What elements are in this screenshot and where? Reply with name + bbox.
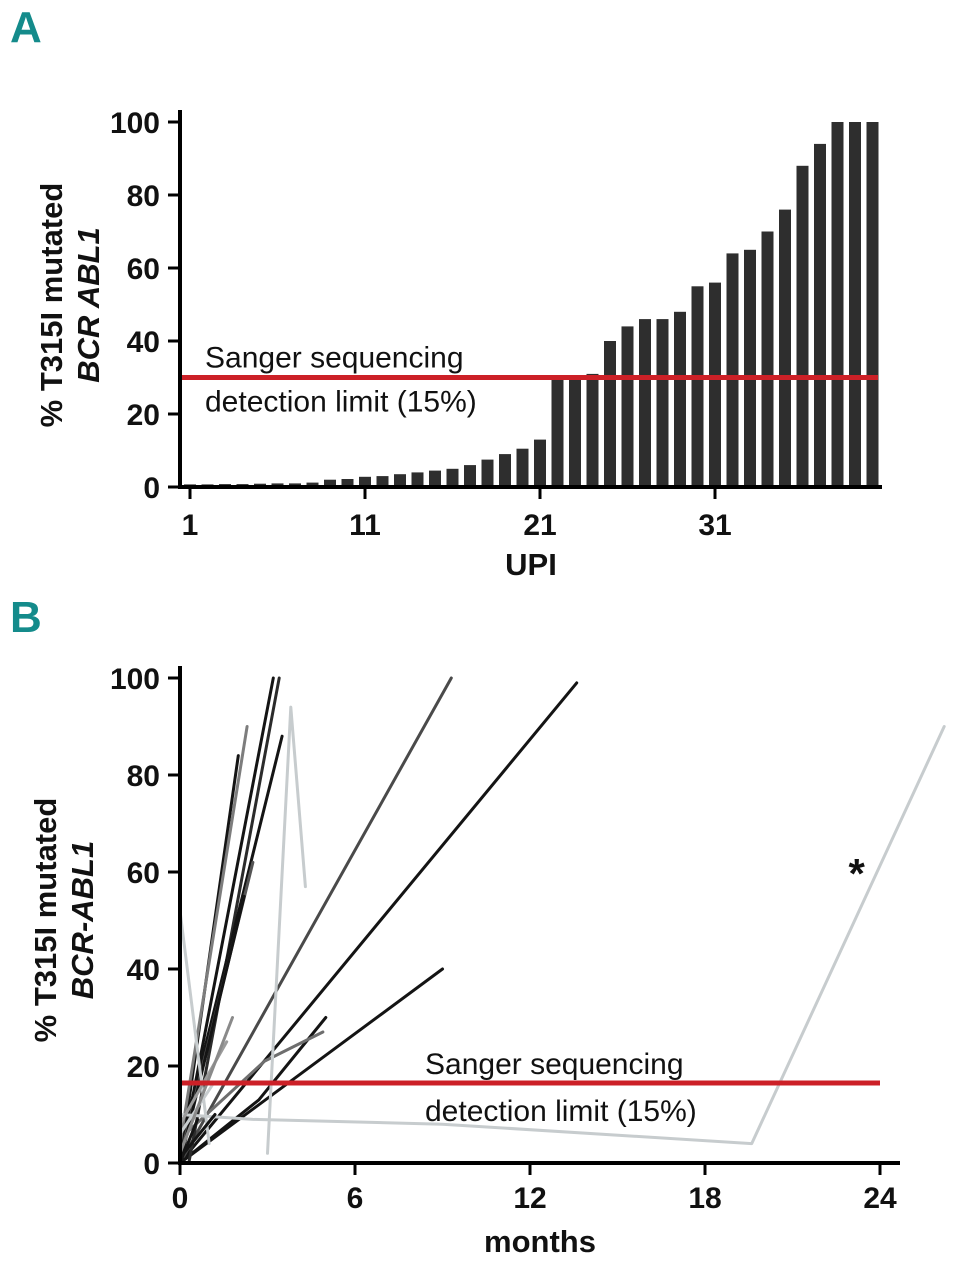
- panel-b-line-chart: 0 20 40 60 80 100 0 6 12 18 24 Sanger sequencing det…: [28, 663, 946, 1259]
- bar: [604, 341, 616, 487]
- bar: [586, 373, 599, 488]
- x-tick-label: 12: [513, 1182, 546, 1215]
- y-tick-label: 20: [127, 399, 160, 432]
- detection-limit-label-line2: detection limit (15%): [425, 1095, 697, 1128]
- bar: [814, 143, 826, 487]
- bar: [446, 468, 459, 488]
- bar: [709, 282, 721, 487]
- x-axis-title: UPI: [505, 547, 557, 582]
- bar: [324, 479, 336, 487]
- y-tick-label: 40: [127, 954, 160, 987]
- bar: [656, 319, 669, 487]
- detection-limit-label-line1: Sanger sequencing: [205, 342, 464, 375]
- y-axis-title-line2: BCR-ABL1: [65, 841, 100, 999]
- y-tick-label: 80: [127, 180, 160, 213]
- x-tick-label: 21: [523, 509, 556, 542]
- bar: [534, 439, 546, 488]
- y-tick-label: 20: [127, 1051, 160, 1084]
- x-tick-label: 0: [172, 1182, 189, 1215]
- y-tick-label: 60: [127, 253, 160, 286]
- bar: [761, 231, 774, 487]
- bar: [516, 448, 529, 487]
- patient-line: [266, 705, 307, 1155]
- patient-line: [178, 1030, 325, 1141]
- detection-limit-label-line2: detection limit (15%): [205, 386, 477, 419]
- patient-line: [178, 734, 284, 1150]
- y-axis-title-line2: BCR ABL1: [71, 227, 106, 383]
- y-tick-label: 60: [127, 857, 160, 890]
- bar: [726, 253, 739, 487]
- x-tick-label: 18: [688, 1182, 721, 1215]
- patient-line: [178, 725, 249, 1146]
- bar: [551, 377, 564, 487]
- bar: [831, 122, 844, 487]
- bar: [341, 479, 354, 487]
- bar: [359, 476, 371, 487]
- bar: [674, 311, 686, 487]
- patient-line: [178, 725, 946, 1146]
- bar: [796, 165, 809, 488]
- x-tick-label: 1: [182, 509, 199, 542]
- x-tick-label: 24: [863, 1182, 897, 1215]
- asterisk-annotation: *: [849, 850, 866, 897]
- bar: [306, 482, 319, 487]
- patient-line: [178, 967, 444, 1165]
- y-tick-label: 40: [127, 326, 160, 359]
- bar: [779, 209, 791, 487]
- y-axis-title-line1: % T315I mutated: [34, 183, 69, 428]
- patient-line: [178, 1016, 328, 1165]
- x-tick-label: 6: [347, 1182, 364, 1215]
- bar: [621, 326, 634, 487]
- bar: [411, 472, 424, 487]
- bar: [744, 249, 756, 488]
- bar: [481, 459, 494, 487]
- detection-limit-label-line1: Sanger sequencing: [425, 1048, 684, 1081]
- y-tick-label: 80: [127, 760, 160, 793]
- x-axis-title: months: [484, 1224, 596, 1259]
- patient-line: [178, 676, 453, 1165]
- bar: [429, 470, 441, 487]
- bar: [849, 122, 861, 487]
- bar: [376, 476, 389, 487]
- y-axis-title-line1: % T315I mutated: [28, 798, 63, 1043]
- y-tick-label: 100: [110, 107, 160, 140]
- x-tick-label: 11: [349, 509, 381, 542]
- bar: [639, 319, 651, 487]
- bar: [866, 122, 879, 487]
- x-tick-label: 31: [698, 509, 731, 542]
- y-tick-label: 0: [143, 1148, 160, 1181]
- bar: [394, 474, 406, 487]
- y-tick-label: 100: [110, 663, 160, 696]
- bar: [499, 454, 511, 487]
- bar: [569, 377, 581, 487]
- bar: [464, 465, 476, 487]
- panel-a-label: A: [10, 3, 42, 52]
- panel-b-label: B: [10, 593, 42, 642]
- bar: [691, 286, 704, 488]
- patient-line: [178, 1117, 199, 1165]
- y-tick-label: 0: [143, 472, 160, 505]
- patient-line: [178, 909, 211, 1146]
